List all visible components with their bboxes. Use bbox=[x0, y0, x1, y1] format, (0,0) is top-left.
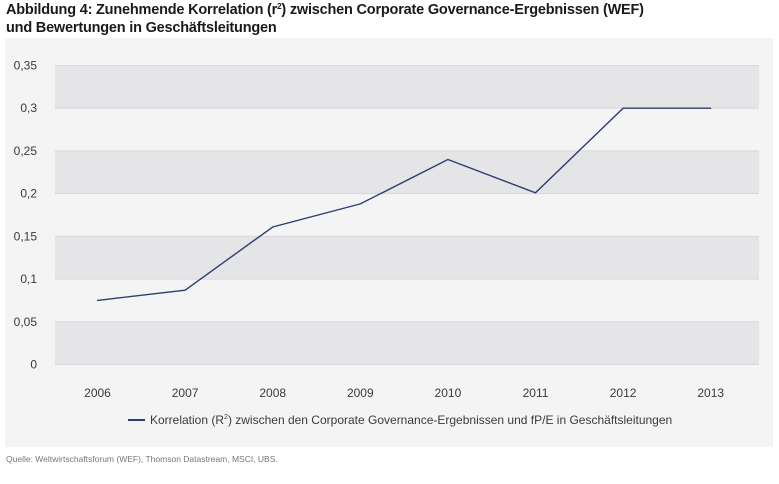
data-point bbox=[710, 107, 712, 109]
y-tick-label: 0,2 bbox=[20, 187, 37, 201]
y-axis-labels: 0 0,05 0,1 0,15 0,2 0,25 0,3 0,35 bbox=[14, 59, 38, 372]
legend-swatch-line bbox=[128, 419, 145, 421]
data-point bbox=[184, 289, 186, 291]
y-tick-label: 0,1 bbox=[20, 272, 37, 286]
x-tick-label: 2011 bbox=[523, 386, 549, 400]
grid-band bbox=[55, 65, 759, 109]
source-note: Quelle: Weltwirtschaftsforum (WEF), Thom… bbox=[6, 454, 278, 464]
chart-title-line-1: Abbildung 4: Zunehmende Korrelation (r2)… bbox=[6, 2, 644, 18]
y-tick-label: 0,15 bbox=[14, 229, 38, 243]
grid-band bbox=[55, 236, 759, 280]
series-line bbox=[97, 107, 711, 302]
x-tick-label: 2013 bbox=[697, 386, 724, 400]
x-tick-label: 2012 bbox=[610, 386, 637, 400]
series-group bbox=[96, 107, 712, 302]
data-point bbox=[447, 158, 449, 161]
y-tick-label: 0,35 bbox=[14, 59, 38, 73]
data-point bbox=[359, 203, 361, 205]
legend: Korrelation (R2) zwischen den Corporate … bbox=[128, 413, 672, 427]
chart-title: Abbildung 4: Zunehmende Korrelation (r2)… bbox=[6, 1, 776, 37]
data-point bbox=[96, 299, 99, 302]
x-tick-label: 2010 bbox=[435, 386, 462, 400]
x-tick-label: 2008 bbox=[259, 386, 286, 400]
data-point bbox=[534, 192, 537, 194]
y-tick-label: 0,25 bbox=[14, 144, 38, 158]
y-tick-label: 0,3 bbox=[20, 101, 37, 115]
y-tick-label: 0,05 bbox=[14, 315, 38, 329]
grid-bands bbox=[55, 65, 759, 365]
grid-band bbox=[55, 321, 759, 365]
x-axis-labels: 2006 2007 2008 2009 2010 2011 2012 2013 bbox=[84, 386, 724, 400]
legend-label: Korrelation (R2) zwischen den Corporate … bbox=[150, 413, 673, 427]
data-point bbox=[272, 226, 274, 228]
x-tick-label: 2009 bbox=[347, 386, 374, 400]
x-tick-label: 2007 bbox=[172, 386, 199, 400]
grid-band bbox=[55, 150, 759, 194]
data-point bbox=[622, 107, 624, 109]
chart-title-line-2: und Bewertungen in Geschäftsleitungen bbox=[6, 20, 277, 36]
y-tick-label: 0 bbox=[30, 358, 37, 372]
x-tick-label: 2006 bbox=[84, 386, 111, 400]
